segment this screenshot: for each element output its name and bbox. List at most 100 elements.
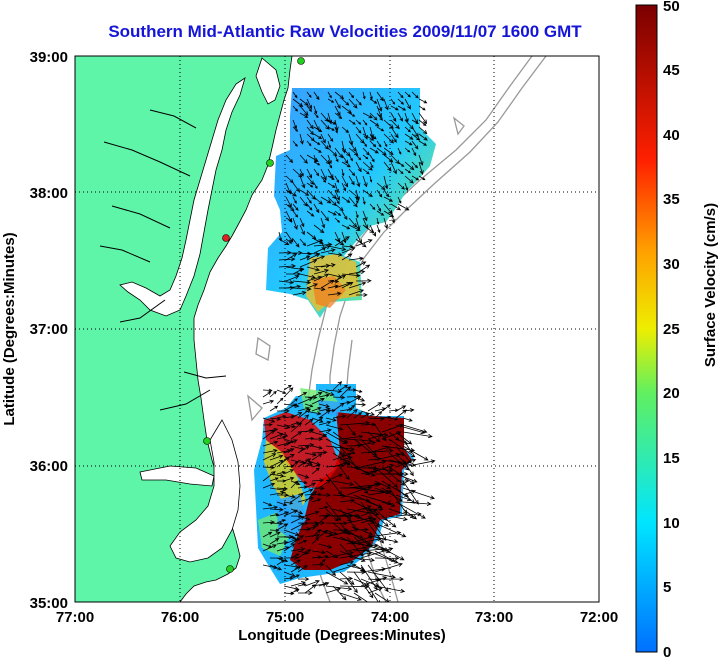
velocity-vector [411, 126, 419, 138]
velocity-vector [418, 175, 426, 181]
velocity-vector [341, 161, 351, 168]
velocity-vector [262, 482, 276, 489]
velocity-vector [304, 428, 315, 433]
colorbar-tick-label: 10 [663, 515, 680, 532]
velocity-vector [292, 105, 298, 112]
velocity-vector [360, 422, 377, 427]
velocity-vector [404, 182, 409, 191]
velocity-vector [297, 564, 308, 573]
velocity-vector [360, 410, 375, 416]
velocity-vector [397, 203, 410, 211]
velocity-vector [396, 478, 410, 484]
velocity-vector [325, 501, 342, 521]
velocity-vector [283, 509, 299, 517]
velocity-vector [269, 513, 280, 517]
velocity-vector [297, 550, 309, 555]
velocity-vector [278, 238, 290, 246]
velocity-vector [395, 512, 422, 517]
station-marker [297, 57, 305, 65]
velocity-vector [313, 140, 321, 145]
velocity-vector [262, 471, 276, 482]
velocity-vector [306, 105, 312, 112]
velocity-vector [262, 453, 277, 461]
velocity-vector [290, 431, 303, 440]
velocity-vector [367, 501, 383, 509]
velocity-vector [334, 196, 340, 205]
velocity-vector [299, 251, 312, 256]
velocity-vector [341, 175, 349, 188]
velocity-vector [355, 175, 361, 188]
velocity-vector [262, 505, 279, 510]
velocity-vector [262, 544, 277, 552]
velocity-vector [269, 390, 277, 398]
velocity-vector [320, 217, 326, 229]
velocity-vector [360, 529, 374, 536]
velocity-vector [318, 581, 330, 587]
velocity-vector [285, 266, 305, 272]
velocity-vector [374, 452, 401, 461]
velocity-vector [383, 119, 394, 129]
velocity-vector [362, 140, 368, 148]
velocity-vector [332, 452, 352, 461]
velocity-vector [292, 98, 304, 108]
velocity-vector [395, 405, 407, 412]
velocity-vector [325, 527, 359, 538]
velocity-vector [299, 175, 306, 189]
velocity-vector [376, 112, 383, 121]
colorbar-tick-label: 40 [663, 127, 680, 144]
velocity-vector [339, 455, 353, 461]
velocity-vector [311, 416, 324, 426]
x-tick-label: 75:00 [266, 609, 304, 626]
velocity-vector [285, 154, 294, 164]
velocity-vector [320, 248, 336, 254]
velocity-vector [346, 409, 358, 419]
velocity-vector [339, 498, 356, 503]
velocity-vector [362, 189, 373, 198]
velocity-vector [327, 252, 343, 257]
velocity-vector [283, 387, 294, 398]
velocity-vector [292, 238, 300, 248]
velocity-vector [320, 140, 329, 150]
velocity-vector [369, 154, 375, 163]
velocity-vector [339, 592, 362, 601]
velocity-vector [299, 189, 310, 196]
velocity-vector [390, 161, 397, 175]
velocity-vector [404, 175, 414, 184]
velocity-vector [269, 405, 279, 412]
velocity-vector [369, 133, 377, 140]
velocity-vector [290, 553, 300, 559]
velocity-vector [318, 530, 328, 538]
velocity-vector [418, 105, 426, 111]
velocity-vector [341, 244, 354, 249]
velocity-vector [334, 203, 344, 212]
velocity-vector [290, 522, 305, 531]
velocity-vector [404, 126, 411, 133]
velocity-vector [348, 256, 364, 261]
velocity-vector [339, 571, 355, 585]
velocity-vector [283, 501, 294, 505]
velocity-vector [397, 168, 404, 175]
velocity-vector [381, 415, 392, 420]
velocity-vector [285, 175, 294, 184]
y-tick-label: 36:00 [30, 458, 68, 475]
velocity-vector [299, 196, 308, 207]
velocity-vector [346, 535, 374, 545]
velocity-vector [334, 238, 345, 246]
velocity-vector [306, 231, 317, 240]
velocity-vector [341, 247, 356, 254]
colorbar-tick-label: 5 [663, 579, 671, 596]
velocity-vector [306, 175, 315, 185]
velocity-vector [383, 133, 394, 144]
velocity-vector [306, 182, 314, 188]
velocity-vector [346, 578, 358, 594]
velocity-vector [376, 91, 384, 102]
velocity-vector [402, 508, 418, 520]
y-tick-label: 38:00 [30, 185, 68, 202]
velocity-vector [383, 140, 388, 148]
velocity-vector [376, 189, 383, 198]
velocity-vector [306, 119, 314, 130]
velocity-vector [318, 493, 331, 498]
velocity-vector [355, 238, 367, 248]
velocity-vector [306, 91, 312, 98]
